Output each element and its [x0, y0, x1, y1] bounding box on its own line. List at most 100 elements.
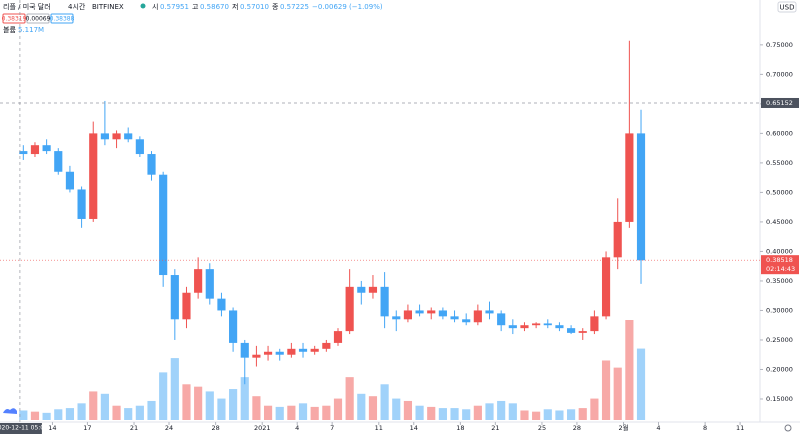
candle-body — [392, 316, 401, 320]
price-box-text: 0.38319 — [2, 16, 27, 23]
volume-bar — [170, 358, 179, 420]
candle-body — [147, 154, 156, 175]
candle-body — [322, 342, 331, 349]
volume-bar — [392, 398, 401, 420]
volume-bar — [578, 408, 587, 420]
x-tick-label: 18 — [456, 424, 464, 432]
countdown: 02:14:43 — [766, 265, 795, 273]
candle-body — [310, 348, 319, 352]
candle-body — [112, 133, 121, 140]
candle-body — [298, 348, 308, 352]
candle-body — [42, 145, 51, 152]
ohlc-value: 0.58670 — [200, 3, 229, 11]
candle-body — [89, 133, 98, 219]
price-boxes[interactable]: 0.38319 0.00069 0.38388 — [2, 13, 75, 24]
y-tick-label: 0.15000 — [766, 395, 793, 403]
x-tick-label: 24 — [165, 424, 173, 432]
volume-bar — [77, 403, 86, 420]
volume-bar — [357, 393, 366, 420]
ohlc-value: 0.57010 — [240, 3, 269, 11]
volume-bar — [252, 396, 261, 420]
volume-bar — [182, 384, 191, 420]
volume-bar — [601, 360, 611, 420]
candle-body — [543, 323, 552, 326]
candle-body — [497, 313, 506, 326]
x-tick-label: 14 — [410, 424, 418, 432]
status-dot — [140, 3, 146, 9]
x-tick-label: 4 — [656, 424, 660, 432]
ohlc-row: 시 0.57951 고 0.58670 저 0.57010 종 0.57225 −0.00629… — [152, 2, 383, 11]
candle-body — [252, 354, 261, 358]
candle-body — [555, 325, 564, 329]
x-tick-label: 25 — [538, 424, 546, 432]
candle-body — [65, 171, 75, 190]
x-tick-label: 4 — [295, 424, 299, 432]
change: −0.00629 (−1.09%) — [312, 3, 383, 11]
ohlc-label: 고 — [192, 3, 199, 11]
volume-bar — [543, 409, 552, 420]
candle-body — [613, 221, 622, 258]
y-tick-label: 0.70000 — [766, 70, 793, 78]
candle-body — [19, 151, 28, 155]
volume-text: 5.117M — [18, 26, 44, 34]
candle-body — [520, 325, 529, 329]
x-tick-label: 11 — [736, 424, 744, 432]
candle-body — [182, 292, 191, 320]
volume-bar — [322, 405, 331, 420]
volume-bar — [590, 398, 599, 420]
volume-bar — [380, 384, 389, 420]
volume-bar — [217, 398, 226, 420]
y-tick-label: 0.55000 — [766, 159, 793, 167]
volume-bar — [298, 403, 308, 420]
symbol-title: 리플 / 미국 달러 — [3, 2, 51, 11]
volume-bar — [19, 410, 28, 420]
volume-bar — [403, 400, 413, 420]
volume-bar — [625, 320, 634, 420]
settings-icon[interactable] — [784, 424, 792, 432]
candle-body — [357, 286, 366, 293]
x-tick-label: 14 — [48, 424, 56, 432]
candle-body — [77, 189, 86, 219]
y-tick-label: 0.20000 — [766, 365, 793, 373]
price-box — [2, 13, 26, 24]
volume-bar — [65, 408, 75, 420]
candle-body — [462, 319, 471, 323]
candle-body — [287, 348, 296, 355]
candle-body — [345, 286, 354, 332]
volume-bar — [333, 398, 343, 420]
price-box — [50, 13, 74, 24]
x-tick-label: 17 — [83, 424, 91, 432]
ohlc-value: 0.57951 — [160, 3, 189, 11]
volume-bar — [194, 386, 203, 420]
price-box — [26, 13, 50, 24]
candle-body — [275, 351, 284, 355]
currency-button[interactable] — [777, 1, 797, 13]
candle-body — [590, 316, 599, 332]
x-tick-label: 7 — [330, 424, 334, 432]
candle-body — [532, 323, 541, 326]
volume-bar — [462, 409, 471, 420]
volume-bar — [42, 412, 51, 420]
candle-body — [229, 310, 238, 343]
volume-bar — [159, 372, 168, 420]
candle-body — [427, 310, 436, 314]
x-tick-label: 21 — [130, 424, 138, 432]
price-box-text: 0.38388 — [50, 16, 75, 23]
y-tick-label: 0.75000 — [766, 41, 793, 49]
y-tick-label: 0.50000 — [766, 188, 793, 196]
candle-body — [54, 151, 63, 172]
currency[interactable]: USD — [780, 4, 795, 12]
logo[interactable] — [3, 408, 17, 414]
candle-body — [30, 145, 40, 155]
candle-body — [333, 331, 343, 343]
volume-bar — [368, 396, 378, 420]
volume-bar — [508, 403, 517, 420]
volume-bar — [532, 411, 541, 420]
ohlc-label: 저 — [232, 2, 238, 11]
candle-body — [135, 139, 144, 155]
candle-body — [170, 275, 179, 320]
x-tick-label: 21 — [491, 424, 499, 432]
last-price: 0.38518 — [766, 256, 793, 264]
candle-body — [415, 310, 424, 314]
